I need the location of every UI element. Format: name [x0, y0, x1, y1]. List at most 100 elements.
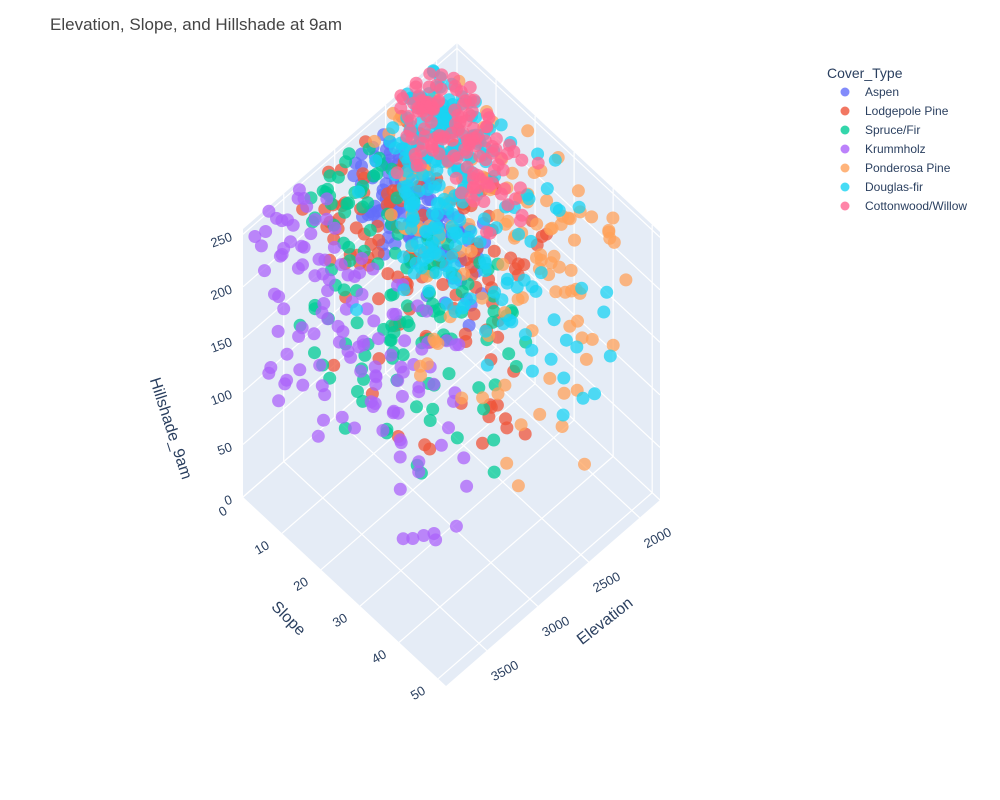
data-point[interactable] — [413, 158, 427, 172]
data-point[interactable] — [442, 367, 456, 381]
data-point[interactable] — [552, 204, 566, 217]
data-point[interactable] — [398, 334, 412, 348]
data-point[interactable] — [354, 364, 368, 378]
data-point[interactable] — [421, 241, 435, 254]
data-point[interactable] — [472, 381, 486, 395]
data-point[interactable] — [406, 532, 420, 545]
data-point[interactable] — [422, 170, 436, 184]
data-point[interactable] — [397, 283, 411, 297]
data-point[interactable] — [524, 234, 538, 248]
data-point[interactable] — [277, 302, 291, 316]
data-point[interactable] — [424, 115, 438, 129]
data-point[interactable] — [352, 185, 365, 199]
data-point[interactable] — [585, 332, 599, 346]
data-point[interactable] — [405, 132, 419, 146]
data-point[interactable] — [540, 194, 554, 208]
data-point[interactable] — [350, 303, 363, 317]
data-point[interactable] — [479, 324, 493, 338]
data-point[interactable] — [449, 519, 463, 533]
data-point[interactable] — [514, 418, 528, 432]
data-point[interactable] — [371, 246, 385, 260]
series-cottonwood-willow[interactable] — [390, 67, 545, 240]
data-point[interactable] — [422, 284, 436, 298]
data-point[interactable] — [355, 252, 369, 265]
data-point[interactable] — [321, 284, 335, 298]
data-point[interactable] — [606, 211, 620, 225]
data-point[interactable] — [487, 465, 501, 479]
data-point[interactable] — [575, 281, 589, 295]
data-point[interactable] — [440, 297, 454, 311]
data-point[interactable] — [465, 104, 479, 118]
data-point[interactable] — [511, 479, 525, 493]
data-point[interactable] — [315, 379, 329, 393]
data-point[interactable] — [412, 184, 425, 198]
data-point[interactable] — [489, 143, 503, 156]
data-point[interactable] — [339, 155, 353, 169]
data-point[interactable] — [470, 181, 484, 195]
data-point[interactable] — [295, 321, 309, 335]
data-point[interactable] — [494, 187, 508, 201]
data-point[interactable] — [525, 343, 539, 357]
data-point[interactable] — [491, 208, 505, 222]
data-point[interactable] — [395, 206, 409, 220]
data-point[interactable] — [384, 208, 398, 222]
data-point[interactable] — [350, 316, 364, 330]
data-point[interactable] — [517, 273, 531, 287]
data-point[interactable] — [396, 348, 410, 362]
legend-item[interactable]: Ponderosa Pine — [840, 161, 951, 175]
data-point[interactable] — [529, 284, 543, 298]
data-point[interactable] — [559, 333, 573, 347]
data-point[interactable] — [619, 273, 633, 287]
data-point[interactable] — [513, 181, 527, 195]
data-point[interactable] — [317, 413, 330, 427]
data-point[interactable] — [401, 179, 415, 193]
data-point[interactable] — [353, 266, 367, 280]
data-point[interactable] — [476, 391, 490, 405]
data-point[interactable] — [280, 347, 294, 361]
data-point[interactable] — [426, 402, 440, 416]
data-point[interactable] — [464, 93, 477, 107]
data-point[interactable] — [334, 258, 348, 272]
data-point[interactable] — [455, 186, 468, 200]
data-point[interactable] — [313, 358, 327, 372]
data-point[interactable] — [296, 378, 310, 392]
data-point[interactable] — [491, 387, 505, 401]
data-point[interactable] — [431, 337, 445, 350]
legend[interactable]: Cover_Type Aspen Lodgepole Pine Spruce/Fir… — [827, 65, 967, 213]
data-point[interactable] — [297, 192, 311, 205]
data-point[interactable] — [427, 527, 441, 540]
data-point[interactable] — [409, 256, 423, 270]
data-point[interactable] — [436, 278, 450, 291]
data-point[interactable] — [496, 317, 510, 331]
data-point[interactable] — [570, 340, 584, 354]
data-point[interactable] — [579, 352, 593, 366]
data-point[interactable] — [480, 358, 494, 372]
data-point[interactable] — [450, 431, 464, 445]
data-point[interactable] — [449, 171, 463, 185]
data-point[interactable] — [445, 220, 459, 234]
data-point[interactable] — [335, 410, 349, 424]
data-point[interactable] — [413, 359, 427, 373]
data-point[interactable] — [501, 214, 515, 228]
data-point[interactable] — [277, 241, 291, 255]
data-point[interactable] — [456, 126, 470, 140]
data-point[interactable] — [429, 218, 443, 232]
data-point[interactable] — [487, 304, 501, 318]
data-point[interactable] — [384, 348, 398, 362]
data-point[interactable] — [366, 262, 380, 276]
data-point[interactable] — [460, 479, 474, 493]
data-point[interactable] — [423, 67, 437, 81]
data-point[interactable] — [268, 287, 281, 301]
data-point[interactable] — [556, 408, 570, 422]
data-point[interactable] — [534, 253, 548, 267]
data-point[interactable] — [588, 387, 602, 401]
data-point[interactable] — [501, 272, 514, 286]
data-point[interactable] — [460, 145, 474, 159]
data-point[interactable] — [427, 377, 441, 391]
data-point[interactable] — [419, 224, 432, 238]
data-point[interactable] — [401, 109, 415, 123]
data-point[interactable] — [361, 196, 375, 210]
data-point[interactable] — [390, 166, 404, 180]
data-point[interactable] — [549, 285, 563, 299]
data-point[interactable] — [275, 214, 289, 228]
